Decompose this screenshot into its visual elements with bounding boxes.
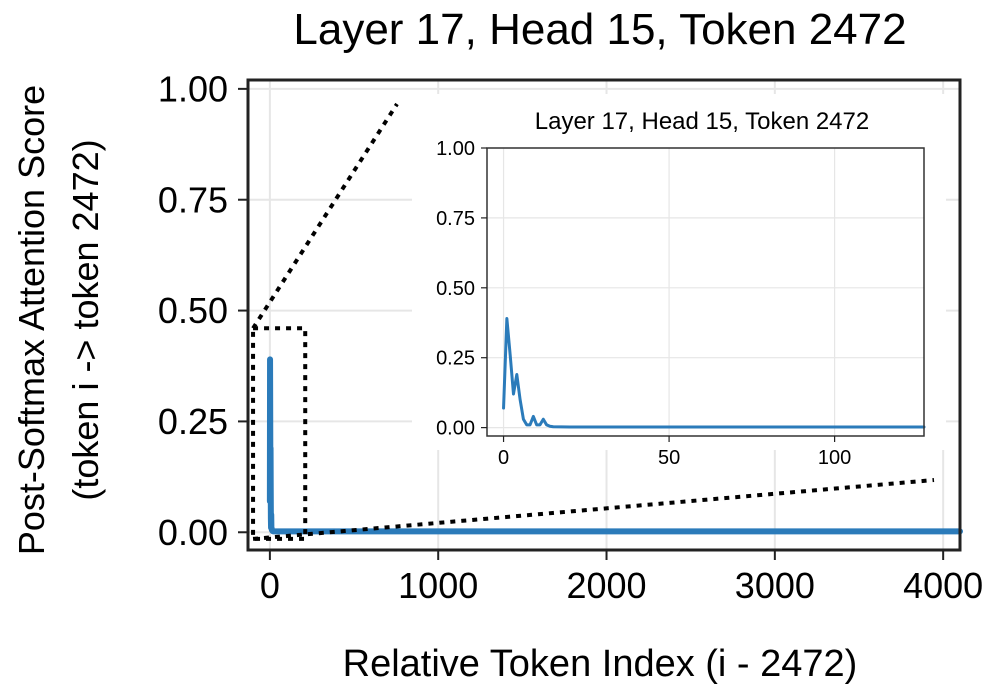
inset-y-tick-label: 0.75: [436, 208, 475, 230]
inset-series-line-0: [502, 317, 926, 429]
zoom-annotations: [251, 102, 935, 541]
main-series-point: [773, 529, 777, 533]
inset-series-point: [545, 423, 548, 426]
main-series-point: [605, 529, 609, 533]
inset-chart-title: Layer 17, Head 15, Token 2472: [535, 108, 869, 135]
inset-series-point: [529, 423, 532, 426]
inset-x-tick-label: 100: [818, 447, 851, 469]
main-y-tick-label: 0.50: [158, 290, 228, 331]
main-y-tick-label: 0.00: [158, 512, 228, 553]
inset-y-tick-label: 0.00: [436, 418, 475, 440]
main-plot-frame: [246, 78, 962, 552]
inset-series-point: [542, 418, 545, 421]
main-x-tick-label: 4000: [903, 565, 983, 606]
zoom-connector-top: [251, 102, 399, 330]
main-series-point: [269, 446, 273, 450]
main-x-axis-label: Relative Token Index (i - 2472): [343, 643, 858, 685]
inset-series-point: [519, 398, 522, 401]
inset-series-point: [548, 425, 551, 428]
inset-x-tick-label: 50: [658, 447, 680, 469]
inset-series-point: [552, 425, 555, 428]
main-series-point: [269, 513, 273, 517]
inset-background: [412, 94, 946, 450]
main-y-axis-label-line1: Post-Softmax Attention Score: [11, 85, 52, 555]
main-series-point: [269, 486, 273, 490]
main-series-point: [268, 357, 272, 361]
inset-y-tick-label: 1.00: [436, 138, 475, 160]
main-x-tick-label: 3000: [735, 565, 815, 606]
main-chart-title: Layer 17, Head 15, Token 2472: [293, 5, 906, 54]
inset-series-point: [767, 426, 770, 429]
zoom-connector-bottom: [252, 478, 935, 541]
main-series-point: [269, 517, 273, 521]
main-series-point: [268, 499, 272, 503]
main-y-tick-label: 1.00: [158, 68, 228, 109]
inset-axis-ticks: 0 50 100 0.00 0.25 0.50 0.75 1.00: [436, 138, 851, 469]
inset-series-point: [532, 415, 535, 418]
main-series-point: [285, 529, 289, 533]
inset-series-group: [502, 317, 926, 429]
zoom-box: [251, 326, 308, 541]
inset-series-point: [512, 393, 515, 396]
inset-series-point: [668, 426, 671, 429]
main-y-axis-label-line2: (token i -> token 2472): [65, 139, 106, 500]
inset-series-point: [601, 426, 604, 429]
main-y-tick-label: 0.75: [158, 179, 228, 220]
main-series-point: [268, 415, 272, 419]
main-y-tick-label: 0.25: [158, 401, 228, 442]
main-series-line-0: [266, 356, 963, 535]
inset-y-tick-label: 0.25: [436, 348, 475, 370]
inset-series-point: [535, 423, 538, 426]
main-series-point: [268, 477, 272, 481]
inset-series-point: [502, 407, 505, 410]
inset-series-point: [538, 423, 541, 426]
inset-x-tick-label: 0: [498, 447, 509, 469]
main-series-point: [436, 529, 440, 533]
inset-series-point: [522, 418, 525, 421]
main-series-point: [276, 529, 280, 533]
inset-series-point: [515, 373, 518, 376]
inset-series-point: [525, 423, 528, 426]
inset-series-point: [505, 317, 508, 320]
main-x-tick-label: 2000: [566, 565, 646, 606]
main-x-tick-label: 1000: [398, 565, 478, 606]
main-x-tick-label: 0: [260, 565, 280, 606]
inset-y-tick-label: 0.50: [436, 278, 475, 300]
inset-series-point: [568, 426, 571, 429]
inset-chart: Layer 17, Head 15, Token 2472 0 50 100 0.00…: [412, 94, 946, 469]
inset-series-point: [509, 353, 512, 356]
inset-plot-frame: [486, 147, 925, 437]
main-series-group: [266, 356, 963, 535]
